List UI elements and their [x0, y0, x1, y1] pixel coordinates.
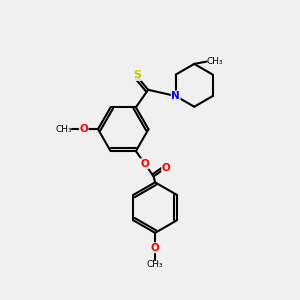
Text: CH₃: CH₃ — [56, 125, 72, 134]
Text: CH₃: CH₃ — [147, 260, 164, 269]
Text: N: N — [171, 91, 180, 101]
Text: O: O — [162, 163, 170, 172]
Text: O: O — [140, 159, 149, 169]
Text: O: O — [79, 124, 88, 134]
Text: O: O — [151, 243, 160, 253]
Text: CH₃: CH₃ — [206, 57, 223, 66]
Text: S: S — [133, 70, 141, 80]
